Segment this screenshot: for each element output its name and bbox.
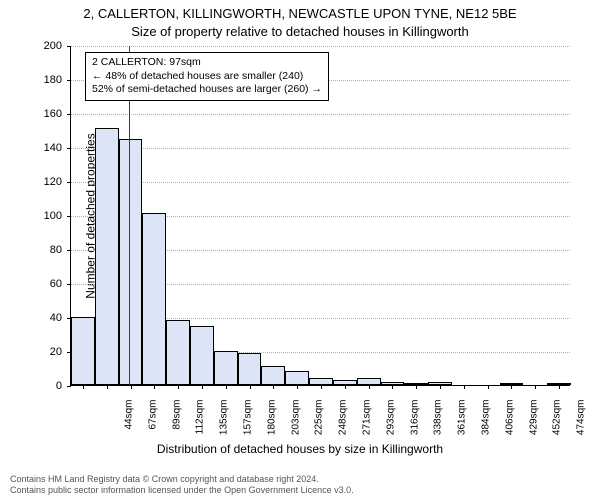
xtick-label: 452sqm	[552, 400, 563, 450]
histogram-bar	[285, 371, 309, 385]
gridline-h	[71, 148, 570, 149]
ytick-label: 80	[0, 244, 62, 256]
xtick-mark	[250, 385, 251, 389]
ytick-label: 100	[0, 210, 62, 222]
ytick-mark	[67, 182, 71, 183]
ytick-mark	[67, 80, 71, 81]
xtick-label: 361sqm	[457, 400, 468, 450]
xtick-label: 406sqm	[504, 400, 515, 450]
footer-line-1: Contains HM Land Registry data © Crown c…	[10, 474, 590, 485]
histogram-bar	[357, 378, 381, 385]
xtick-mark	[226, 385, 227, 389]
xtick-label: 429sqm	[528, 400, 539, 450]
ytick-mark	[67, 148, 71, 149]
histogram-bar	[190, 326, 214, 386]
ytick-label: 20	[0, 346, 62, 358]
xtick-mark	[416, 385, 417, 389]
xtick-mark	[83, 385, 84, 389]
xtick-mark	[154, 385, 155, 389]
plot-area: 2 CALLERTON: 97sqm← 48% of detached hous…	[70, 46, 570, 386]
attribution-footer: Contains HM Land Registry data © Crown c…	[10, 474, 590, 497]
ytick-label: 0	[0, 380, 62, 392]
ytick-mark	[67, 386, 71, 387]
ytick-label: 140	[0, 142, 62, 154]
xtick-label: 67sqm	[147, 400, 158, 450]
xtick-label: 157sqm	[242, 400, 253, 450]
annotation-line: 2 CALLERTON: 97sqm	[92, 56, 322, 70]
xtick-mark	[321, 385, 322, 389]
histogram-bar	[214, 351, 238, 385]
xtick-mark	[488, 385, 489, 389]
xtick-mark	[345, 385, 346, 389]
xtick-mark	[131, 385, 132, 389]
histogram-bar	[238, 353, 262, 385]
footer-line-2: Contains public sector information licen…	[10, 485, 590, 496]
ytick-label: 40	[0, 312, 62, 324]
xtick-label: 338sqm	[433, 400, 444, 450]
xtick-label: 293sqm	[385, 400, 396, 450]
annotation-line: ← 48% of detached houses are smaller (24…	[92, 70, 322, 84]
gridline-h	[71, 182, 570, 183]
xtick-mark	[511, 385, 512, 389]
xtick-mark	[107, 385, 108, 389]
xtick-label: 112sqm	[195, 400, 206, 450]
xtick-label: 44sqm	[123, 400, 134, 450]
histogram-bar	[95, 128, 119, 385]
ytick-label: 120	[0, 176, 62, 188]
histogram-bar	[166, 320, 190, 385]
xtick-label: 271sqm	[362, 400, 373, 450]
xtick-label: 474sqm	[576, 400, 587, 450]
xtick-label: 203sqm	[290, 400, 301, 450]
xtick-label: 89sqm	[171, 400, 182, 450]
histogram-bar	[142, 213, 166, 385]
histogram-bar	[309, 378, 333, 385]
ytick-label: 200	[0, 40, 62, 52]
ytick-mark	[67, 46, 71, 47]
xtick-mark	[297, 385, 298, 389]
xtick-mark	[369, 385, 370, 389]
ytick-mark	[67, 250, 71, 251]
xtick-mark	[464, 385, 465, 389]
xtick-mark	[440, 385, 441, 389]
xtick-label: 248sqm	[338, 400, 349, 450]
xtick-mark	[273, 385, 274, 389]
xtick-mark	[559, 385, 560, 389]
ytick-mark	[67, 284, 71, 285]
xtick-mark	[392, 385, 393, 389]
xtick-label: 135sqm	[219, 400, 230, 450]
chart-supertitle: 2, CALLERTON, KILLINGWORTH, NEWCASTLE UP…	[0, 6, 600, 21]
annotation-line: 52% of semi-detached houses are larger (…	[92, 83, 322, 97]
ytick-label: 160	[0, 108, 62, 120]
xtick-mark	[202, 385, 203, 389]
ytick-mark	[67, 114, 71, 115]
gridline-h	[71, 46, 570, 47]
xtick-mark	[535, 385, 536, 389]
xtick-label: 225sqm	[314, 400, 325, 450]
annotation-box: 2 CALLERTON: 97sqm← 48% of detached hous…	[85, 52, 329, 101]
histogram-bar	[119, 139, 143, 386]
ytick-label: 180	[0, 74, 62, 86]
chart-title: Size of property relative to detached ho…	[0, 24, 600, 39]
xtick-label: 316sqm	[409, 400, 420, 450]
xtick-mark	[178, 385, 179, 389]
ytick-label: 60	[0, 278, 62, 290]
histogram-bar	[71, 317, 95, 385]
histogram-bar	[261, 366, 285, 385]
ytick-mark	[67, 216, 71, 217]
xtick-label: 384sqm	[481, 400, 492, 450]
xtick-label: 180sqm	[266, 400, 277, 450]
gridline-h	[71, 114, 570, 115]
